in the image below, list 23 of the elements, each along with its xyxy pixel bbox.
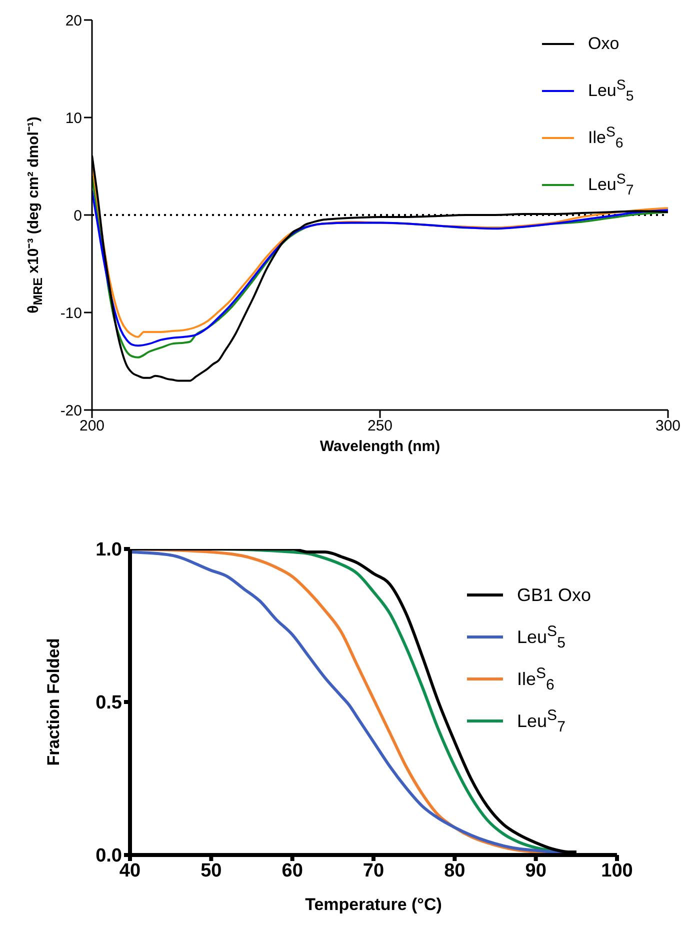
x-axis-title: Temperature (°C) (305, 895, 442, 914)
y-tick-label: -10 (60, 304, 82, 322)
x-tick-label: 90 (525, 860, 546, 882)
y-tick-label: 0.0 (96, 846, 122, 867)
legend-label: GB1 Oxo (517, 584, 592, 604)
x-tick-label: 300 (655, 418, 681, 435)
x-tick-label: 200 (79, 418, 105, 435)
legend-label: Oxo (588, 34, 620, 52)
x-tick-label: 50 (200, 860, 222, 882)
y-tick-label: 0.5 (96, 692, 122, 714)
y-axis-title: Fraction Folded (44, 638, 63, 766)
x-tick-label: 250 (367, 418, 393, 435)
x-tick-label: 40 (119, 860, 141, 882)
x-axis-title: Wavelength (nm) (320, 438, 440, 455)
x-tick-label: 80 (444, 860, 466, 882)
x-tick-label: 70 (362, 860, 384, 882)
x-tick-label: 100 (601, 860, 633, 882)
y-tick-label: 0 (74, 207, 82, 224)
y-tick-label: 20 (65, 12, 82, 30)
y-tick-label: 10 (65, 110, 82, 127)
y-tick-label: -20 (60, 402, 82, 420)
y-tick-label: 1.0 (96, 540, 122, 561)
x-tick-label: 60 (282, 860, 303, 882)
